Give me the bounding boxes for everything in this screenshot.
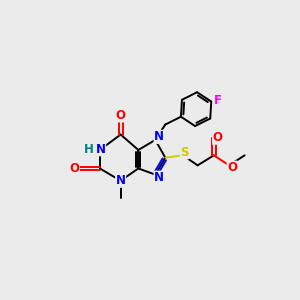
Text: N: N [96, 143, 106, 156]
Text: O: O [227, 161, 237, 174]
Text: O: O [69, 162, 80, 175]
Text: O: O [116, 109, 126, 122]
Text: N: N [154, 171, 164, 184]
Text: H: H [84, 143, 94, 156]
Text: O: O [213, 131, 223, 144]
Text: N: N [154, 130, 164, 143]
Text: N: N [116, 174, 126, 187]
Text: F: F [213, 94, 221, 106]
Text: S: S [180, 146, 189, 159]
